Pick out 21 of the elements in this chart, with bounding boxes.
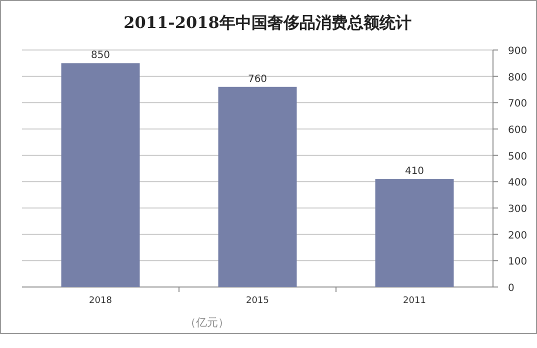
y-tick-label: 500: [508, 151, 528, 162]
y-tick-label: 900: [508, 46, 528, 57]
data-label: 410: [404, 166, 424, 178]
bar: [375, 179, 454, 287]
y-tick-label: 0: [508, 283, 514, 294]
x-tick-label: 2011: [403, 296, 426, 306]
bar: [218, 86, 297, 287]
y-tick-label: 800: [508, 72, 528, 84]
bar: [61, 63, 140, 287]
y-tick-label: 600: [508, 125, 528, 136]
y-tick-label: 200: [508, 230, 528, 242]
x-tick-label: 2018: [89, 296, 112, 306]
text: （亿元）: [185, 316, 229, 329]
y-tick-label: 700: [508, 98, 528, 110]
x-tick-label: 2015: [246, 296, 269, 306]
chart-title: 2011-2018年中国奢侈品消费总额统计: [124, 13, 412, 32]
y-tick-label: 400: [508, 178, 528, 189]
data-label: 850: [90, 50, 110, 62]
y-tick-label: 100: [508, 256, 528, 268]
y-tick-label: 300: [508, 204, 528, 215]
data-label: 760: [248, 74, 268, 85]
